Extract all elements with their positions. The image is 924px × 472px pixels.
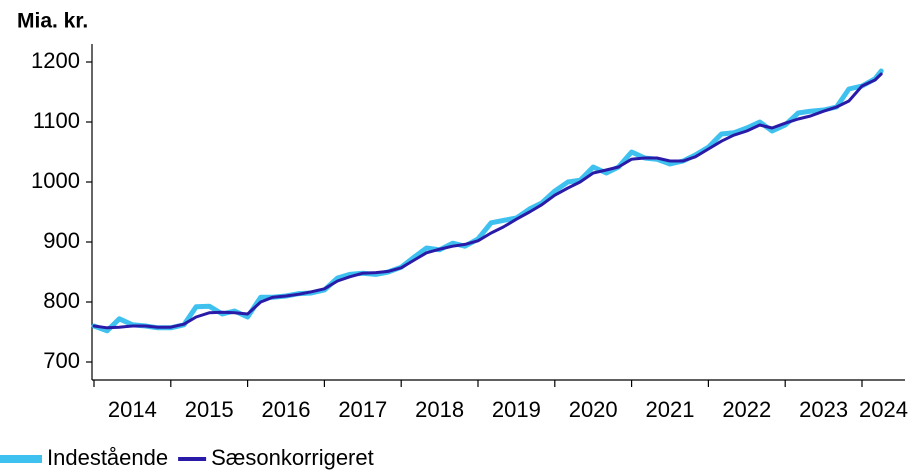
x-tick-label: 2016 xyxy=(262,397,311,422)
x-tick-label: 2018 xyxy=(415,397,464,422)
line-series xyxy=(91,68,884,334)
legend-label: Sæsonkorrigeret xyxy=(211,445,374,470)
y-tick-label: 1100 xyxy=(33,108,80,133)
legend-swatch xyxy=(178,457,207,461)
x-tick-label: 2019 xyxy=(492,397,541,422)
x-tick-label: 2024 xyxy=(859,397,908,422)
x-tick-label: 2014 xyxy=(108,397,157,422)
x-tick-label: 2022 xyxy=(722,397,771,422)
y-tick-label: 1200 xyxy=(31,48,80,73)
x-tick-label: 2021 xyxy=(646,397,695,422)
x-tick-label: 2020 xyxy=(569,397,618,422)
y-tick-label: 700 xyxy=(43,348,80,373)
y-axis-label: Mia. kr. xyxy=(17,10,88,33)
legend-swatch xyxy=(0,455,42,463)
x-tick-label: 2017 xyxy=(338,397,387,422)
line-series xyxy=(92,72,883,330)
x-tick-label: 2023 xyxy=(799,397,848,422)
legend-label: Indestående xyxy=(47,445,168,470)
y-tick-label: 1000 xyxy=(31,168,80,193)
x-tick-label: 2015 xyxy=(185,397,234,422)
y-tick-label: 900 xyxy=(43,228,80,253)
y-tick-label: 800 xyxy=(43,288,80,313)
